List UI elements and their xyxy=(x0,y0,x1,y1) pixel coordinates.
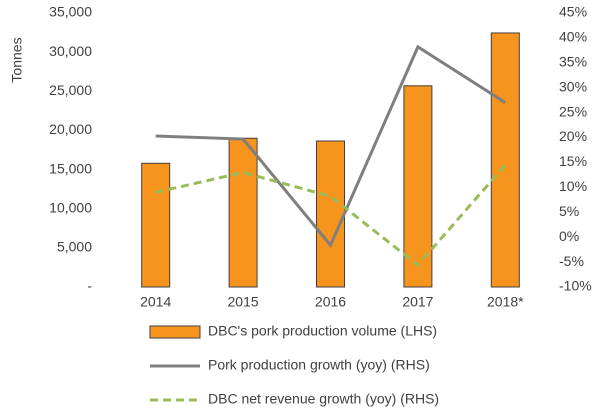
legend-label: DBC net revenue growth (yoy) (RHS) xyxy=(208,391,439,407)
x-tick-label: 2018* xyxy=(487,294,524,310)
bar xyxy=(490,32,520,288)
bar xyxy=(228,137,258,288)
y-tick-label: 15,000 xyxy=(49,160,92,176)
x-tick-label: 2014 xyxy=(140,294,171,310)
line xyxy=(155,44,507,248)
bar xyxy=(316,140,345,288)
bar xyxy=(141,162,171,288)
y2-tick-label: 10% xyxy=(559,178,587,194)
y2-tick-label: 20% xyxy=(559,128,587,144)
y-tick-label: 30,000 xyxy=(49,43,92,59)
y-axis-label: Tonnes xyxy=(9,37,25,82)
x-tick-label: 2017 xyxy=(402,294,433,310)
y2-tick-label: 0% xyxy=(559,228,579,244)
y2-tick-label: 25% xyxy=(559,103,587,119)
legend-swatch xyxy=(149,325,201,339)
y2-tick-label: 30% xyxy=(559,78,587,94)
y2-tick-label: 40% xyxy=(559,29,587,45)
line xyxy=(155,163,507,268)
y-tick-label: 25,000 xyxy=(49,82,92,98)
y-tick-label: 10,000 xyxy=(49,199,92,215)
legend-label: Pork production growth (yoy) (RHS) xyxy=(208,357,430,373)
y2-tick-label: 45% xyxy=(559,4,587,20)
y2-tick-label: 35% xyxy=(559,54,587,70)
y-tick-label: 5,000 xyxy=(57,239,92,255)
y-tick-label: 20,000 xyxy=(49,121,92,137)
y2-tick-label: -5% xyxy=(559,253,584,269)
y2-tick-label: 5% xyxy=(559,203,579,219)
y-tick-label: - xyxy=(87,278,92,294)
x-tick-label: 2016 xyxy=(315,294,346,310)
legend-label: DBC's pork production volume (LHS) xyxy=(208,323,437,339)
y2-tick-label: 15% xyxy=(559,153,587,169)
x-tick-label: 2015 xyxy=(228,294,259,310)
y-tick-label: 35,000 xyxy=(49,4,92,20)
y2-tick-label: -10% xyxy=(559,278,592,294)
